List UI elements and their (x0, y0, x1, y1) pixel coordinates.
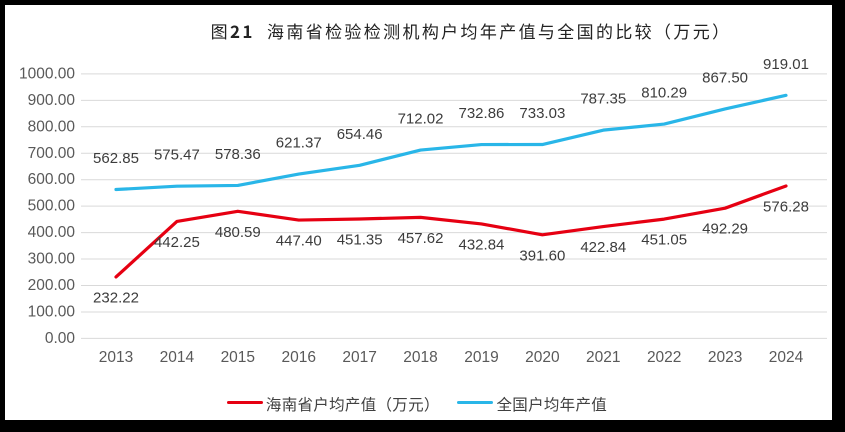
svg-text:2018: 2018 (403, 349, 437, 366)
svg-text:576.28: 576.28 (763, 198, 809, 215)
svg-text:200.00: 200.00 (28, 277, 76, 294)
svg-text:600.00: 600.00 (28, 171, 76, 188)
svg-text:578.36: 578.36 (215, 146, 261, 163)
svg-text:2013: 2013 (99, 349, 133, 366)
svg-text:621.37: 621.37 (276, 135, 322, 152)
svg-text:1000.00: 1000.00 (19, 65, 75, 82)
svg-text:2014: 2014 (160, 349, 195, 366)
svg-text:2015: 2015 (221, 349, 255, 366)
svg-text:442.25: 442.25 (154, 234, 200, 251)
svg-text:700.00: 700.00 (28, 145, 76, 162)
svg-text:500.00: 500.00 (28, 198, 76, 215)
svg-text:400.00: 400.00 (28, 224, 76, 241)
svg-text:654.46: 654.46 (337, 126, 383, 143)
svg-text:451.35: 451.35 (337, 232, 383, 249)
svg-text:480.59: 480.59 (215, 224, 261, 241)
svg-text:575.47: 575.47 (154, 147, 200, 164)
svg-text:100.00: 100.00 (28, 303, 76, 320)
svg-text:447.40: 447.40 (276, 233, 322, 250)
svg-text:562.85: 562.85 (93, 150, 139, 167)
svg-text:0.00: 0.00 (45, 330, 76, 347)
svg-text:800.00: 800.00 (28, 118, 76, 135)
svg-text:2024: 2024 (769, 349, 804, 366)
svg-text:232.22: 232.22 (93, 289, 139, 306)
svg-text:810.29: 810.29 (641, 85, 687, 102)
svg-text:451.05: 451.05 (641, 232, 687, 249)
svg-text:787.35: 787.35 (580, 91, 626, 108)
svg-text:457.62: 457.62 (398, 230, 444, 247)
svg-text:300.00: 300.00 (28, 251, 76, 268)
svg-text:492.29: 492.29 (702, 221, 748, 238)
svg-text:422.84: 422.84 (580, 239, 626, 256)
svg-text:732.86: 732.86 (459, 105, 505, 122)
svg-text:919.01: 919.01 (763, 56, 809, 73)
svg-text:900.00: 900.00 (28, 92, 76, 109)
svg-text:2022: 2022 (647, 349, 681, 366)
svg-text:2019: 2019 (464, 349, 498, 366)
svg-text:712.02: 712.02 (398, 111, 444, 128)
svg-text:391.60: 391.60 (519, 247, 565, 264)
svg-text:2016: 2016 (281, 349, 315, 366)
svg-text:2021: 2021 (586, 349, 620, 366)
svg-text:867.50: 867.50 (702, 69, 748, 86)
svg-text:2023: 2023 (708, 349, 742, 366)
svg-text:432.84: 432.84 (459, 236, 505, 253)
svg-text:733.03: 733.03 (519, 105, 565, 122)
svg-text:2017: 2017 (342, 349, 376, 366)
svg-text:2020: 2020 (525, 349, 560, 366)
